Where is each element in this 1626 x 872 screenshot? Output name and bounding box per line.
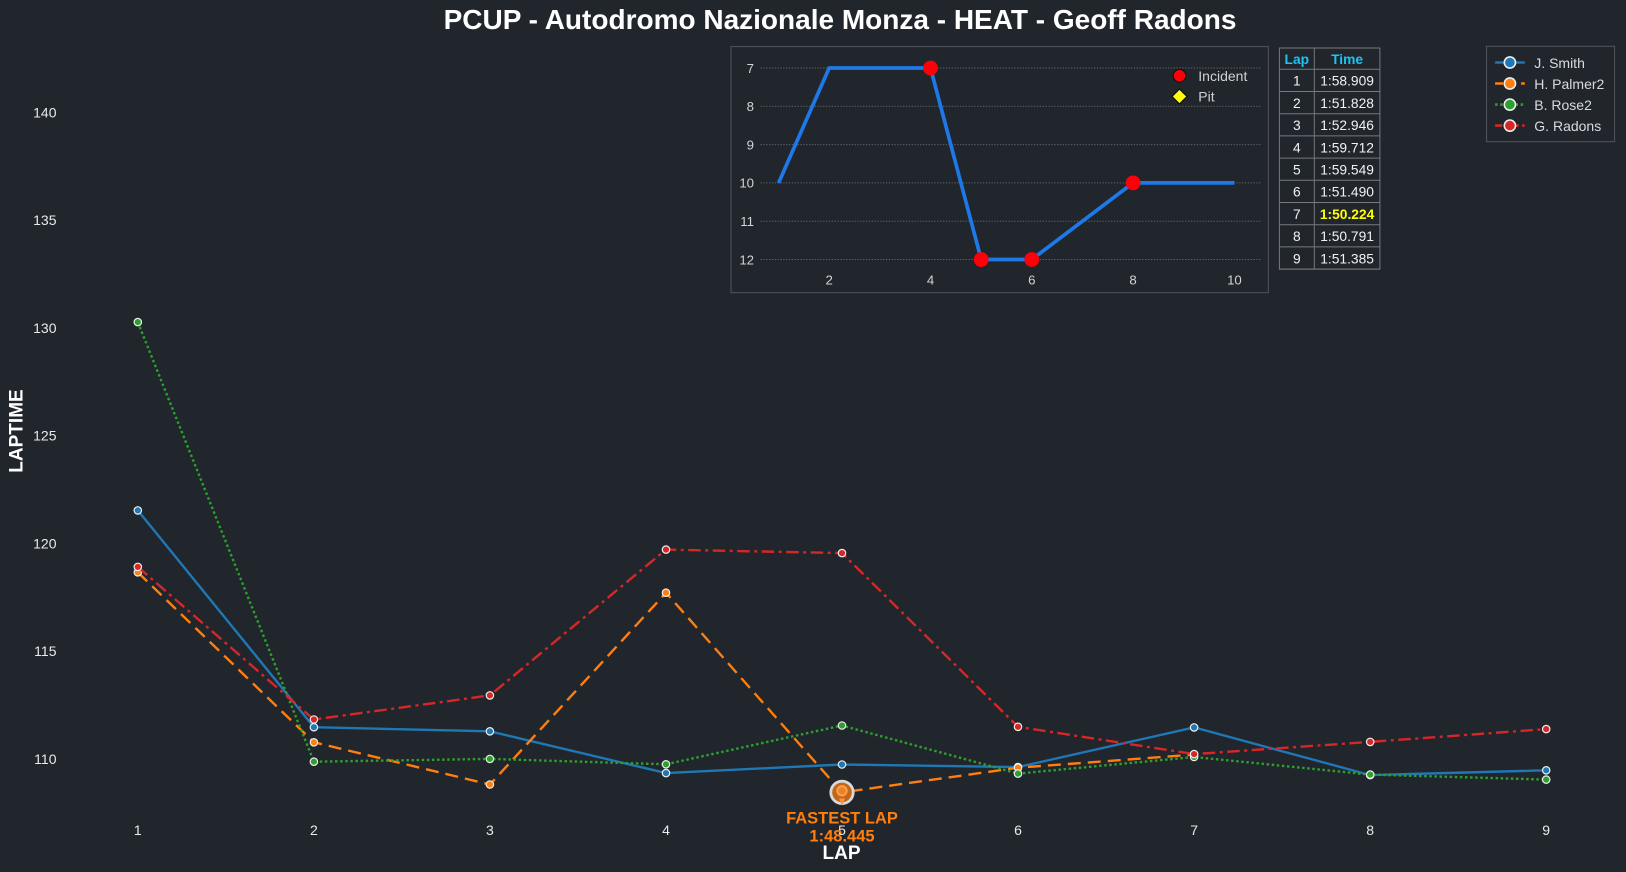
svg-text:140: 140 <box>33 105 57 121</box>
svg-text:6: 6 <box>1028 272 1035 287</box>
svg-text:4: 4 <box>1293 140 1301 155</box>
svg-text:125: 125 <box>33 428 57 444</box>
svg-text:1:58.909: 1:58.909 <box>1320 74 1374 89</box>
svg-text:H. Palmer2: H. Palmer2 <box>1534 76 1604 92</box>
svg-text:Time: Time <box>1331 52 1363 67</box>
svg-text:Incident: Incident <box>1198 68 1247 84</box>
svg-text:1:50.791: 1:50.791 <box>1320 229 1374 244</box>
svg-text:G. Radons: G. Radons <box>1534 118 1601 134</box>
svg-text:4: 4 <box>927 272 934 287</box>
svg-text:135: 135 <box>33 212 57 228</box>
svg-text:2: 2 <box>826 272 833 287</box>
svg-text:2: 2 <box>1293 96 1301 111</box>
svg-text:2: 2 <box>310 822 318 838</box>
svg-text:8: 8 <box>747 99 754 114</box>
svg-text:Pit: Pit <box>1198 89 1214 105</box>
svg-text:7: 7 <box>747 61 754 76</box>
svg-text:8: 8 <box>1129 272 1136 287</box>
svg-text:1:51.828: 1:51.828 <box>1320 96 1374 111</box>
svg-text:5: 5 <box>1293 163 1301 178</box>
svg-text:11: 11 <box>740 214 754 229</box>
svg-text:7: 7 <box>1190 822 1198 838</box>
svg-text:1:51.385: 1:51.385 <box>1320 251 1374 266</box>
svg-text:9: 9 <box>1542 822 1550 838</box>
svg-text:5: 5 <box>838 822 846 838</box>
svg-text:3: 3 <box>1293 118 1301 133</box>
svg-text:8: 8 <box>1366 822 1374 838</box>
svg-text:10: 10 <box>739 176 754 191</box>
svg-text:1:48.445: 1:48.445 <box>809 828 874 846</box>
svg-text:10: 10 <box>1227 272 1242 287</box>
svg-text:4: 4 <box>662 822 670 838</box>
svg-text:1:50.224: 1:50.224 <box>1320 207 1375 222</box>
svg-text:1:52.946: 1:52.946 <box>1320 118 1374 133</box>
svg-text:FASTEST LAP: FASTEST LAP <box>786 810 898 828</box>
svg-text:12: 12 <box>739 252 754 267</box>
svg-text:6: 6 <box>1293 185 1301 200</box>
svg-text:1:59.712: 1:59.712 <box>1320 140 1374 155</box>
svg-text:LAP: LAP <box>823 843 861 864</box>
svg-text:B. Rose2: B. Rose2 <box>1534 97 1592 113</box>
svg-text:Lap: Lap <box>1285 52 1310 67</box>
svg-text:PCUP - Autodromo Nazionale Mon: PCUP - Autodromo Nazionale Monza - HEAT … <box>444 4 1237 35</box>
svg-text:110: 110 <box>34 751 57 767</box>
svg-text:1: 1 <box>134 822 142 838</box>
svg-text:130: 130 <box>33 320 57 336</box>
svg-text:9: 9 <box>747 137 754 152</box>
svg-text:LAPTIME: LAPTIME <box>7 389 28 472</box>
svg-text:7: 7 <box>1293 207 1301 222</box>
svg-text:6: 6 <box>1014 822 1022 838</box>
svg-text:1: 1 <box>1293 74 1301 89</box>
svg-text:120: 120 <box>33 536 57 552</box>
svg-text:115: 115 <box>34 643 57 659</box>
svg-text:8: 8 <box>1293 229 1301 244</box>
svg-text:3: 3 <box>486 822 494 838</box>
svg-text:1:51.490: 1:51.490 <box>1320 185 1374 200</box>
svg-text:9: 9 <box>1293 251 1301 266</box>
svg-text:1:59.549: 1:59.549 <box>1320 163 1374 178</box>
svg-text:J. Smith: J. Smith <box>1534 55 1585 71</box>
